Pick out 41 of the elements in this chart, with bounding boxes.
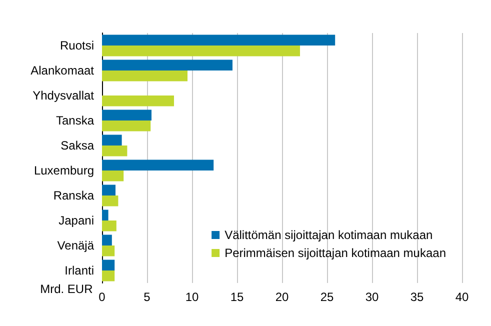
bar [102,70,188,82]
legend-label: Välittömän sijoittajan kotimaan mukaan [224,228,433,242]
y-tick-label: Tanska [56,114,94,128]
y-tick-label: Venäjä [57,238,94,252]
bar [102,46,300,56]
bar [102,184,116,196]
y-tick-label: Luxemburg [34,164,94,178]
bar [102,60,232,70]
bar [102,234,112,246]
bar [102,134,122,146]
bar [102,220,116,232]
x-tick-label: 30 [365,290,379,304]
bar [102,246,115,256]
x-tick-label: 40 [455,290,469,304]
bar [102,34,336,46]
legend-label: Perimmäisen sijoittajan kotimaan mukaan [224,246,446,260]
x-tick-label: 35 [410,290,424,304]
bar [102,210,108,220]
x-tick-label: 10 [185,290,199,304]
bar [102,270,115,282]
y-tick-label: Japani [58,214,94,228]
y-tick-label: Yhdysvallat [32,88,95,102]
bar [102,96,174,106]
bar [102,160,214,170]
y-tick-label: Ranska [53,188,94,202]
bar [102,120,151,132]
x-tick-label: 20 [275,290,289,304]
y-tick-label: Irlanti [64,264,94,278]
x-tick-label: 15 [230,290,244,304]
bar [102,260,115,270]
x-tick-label: 25 [320,290,334,304]
bar [102,110,152,120]
x-axis-title: Mrd. EUR [40,282,94,296]
y-tick-label: Alankomaat [30,64,95,78]
y-tick-label: Saksa [60,138,94,152]
bar [102,170,124,182]
y-tick-label: Ruotsi [60,38,94,52]
x-tick-label: 5 [144,290,151,304]
bar [102,146,128,156]
bar [102,196,118,206]
x-tick-label: 0 [98,290,106,304]
